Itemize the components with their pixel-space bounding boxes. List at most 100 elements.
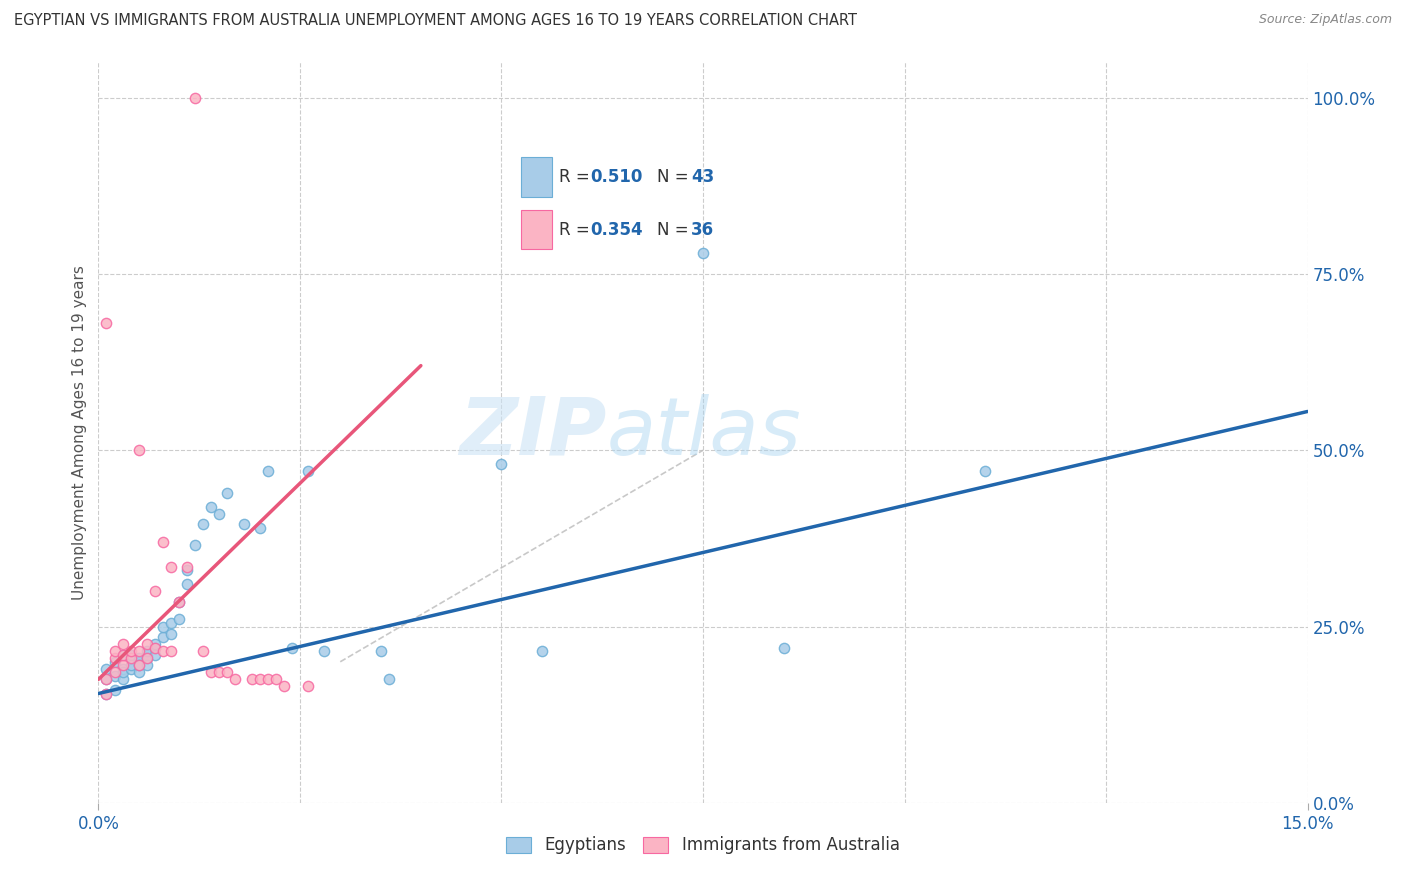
Point [491,458,513,472]
Point [111,658,134,673]
Point [128,658,150,673]
Text: EGYPTIAN VS IMMIGRANTS FROM AUSTRALIA UNEMPLOYMENT AMONG AGES 16 TO 19 YEARS COR: EGYPTIAN VS IMMIGRANTS FROM AUSTRALIA UN… [14,13,858,29]
Point [370,644,392,658]
Point [224,673,246,687]
Point [128,658,150,673]
Point [160,559,183,574]
Point [974,464,997,478]
Point [96,316,118,330]
Point [135,648,157,662]
Point [692,245,714,260]
Point [167,612,190,626]
Point [240,673,263,687]
Point [200,665,222,680]
Point [103,651,125,665]
Point [96,686,118,700]
Bar [520,210,553,250]
Point [143,640,166,655]
Point [96,673,118,687]
Point [160,644,183,658]
Text: R =: R = [560,220,595,238]
Point [111,665,134,680]
Point [297,680,319,694]
Point [184,91,207,105]
Point [297,464,319,478]
Point [167,595,190,609]
Point [193,644,215,658]
Point [193,517,215,532]
Point [217,665,239,680]
Point [120,648,142,662]
Point [167,595,190,609]
Point [249,521,271,535]
Point [128,651,150,665]
Point [135,644,157,658]
Text: 43: 43 [690,168,714,186]
Point [103,665,125,680]
Point [96,662,118,676]
Point [128,665,150,680]
Point [103,644,125,658]
Point [135,637,157,651]
Point [530,644,553,658]
Point [135,651,157,665]
Point [111,648,134,662]
Point [281,640,304,655]
Point [120,658,142,673]
Point [264,673,287,687]
Point [152,630,174,644]
Point [256,673,278,687]
Point [217,485,239,500]
Point [176,559,198,574]
Point [273,680,295,694]
Point [143,584,166,599]
Point [200,500,222,514]
Point [143,648,166,662]
Point [256,464,278,478]
Point [184,538,207,552]
Point [152,644,174,658]
Text: R =: R = [560,168,595,186]
Point [232,517,254,532]
Text: atlas: atlas [606,393,801,472]
Point [128,644,150,658]
Point [143,637,166,651]
Point [111,648,134,662]
Point [135,651,157,665]
Text: ZIP: ZIP [458,393,606,472]
Point [96,673,118,687]
Point [120,651,142,665]
Point [176,563,198,577]
Point [772,640,794,655]
Point [152,619,174,633]
Text: N =: N = [658,168,695,186]
Bar [520,157,553,196]
Y-axis label: Unemployment Among Ages 16 to 19 years: Unemployment Among Ages 16 to 19 years [72,265,87,600]
Point [314,644,336,658]
Point [120,644,142,658]
Text: 36: 36 [690,220,714,238]
Point [111,637,134,651]
Point [160,615,183,630]
Point [120,662,142,676]
Text: 0.510: 0.510 [591,168,643,186]
Point [103,655,125,669]
Point [135,658,157,673]
Point [160,626,183,640]
Point [103,669,125,683]
Point [176,577,198,591]
Point [152,535,174,549]
Point [111,673,134,687]
Text: Source: ZipAtlas.com: Source: ZipAtlas.com [1258,13,1392,27]
Point [143,640,166,655]
Point [208,665,231,680]
Point [111,662,134,676]
Point [128,655,150,669]
Legend: Egyptians, Immigrants from Australia: Egyptians, Immigrants from Australia [499,830,907,861]
Point [128,443,150,458]
Text: N =: N = [658,220,695,238]
Point [208,507,231,521]
Point [103,683,125,698]
Point [96,686,118,700]
Point [249,673,271,687]
